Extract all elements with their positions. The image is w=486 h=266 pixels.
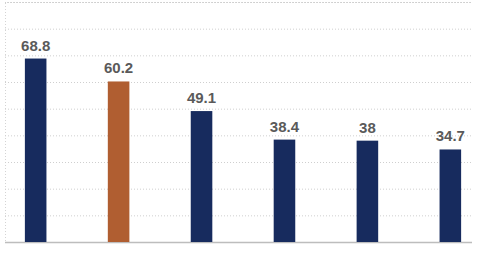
y-tick [5, 55, 472, 56]
y-tick [5, 162, 472, 163]
y-tick [5, 135, 472, 136]
data-label: 34.7 [436, 127, 465, 144]
grid-line [5, 29, 472, 30]
data-label: 38.4 [270, 118, 300, 135]
bar [274, 140, 296, 242]
bar [357, 141, 379, 242]
data-label: 68.8 [21, 37, 50, 54]
grid-line [5, 189, 472, 190]
y-tick [5, 215, 472, 216]
data-labels: 68.8 60.2 49.1 38.4 38 34.7 [21, 37, 465, 145]
data-label: 49.1 [187, 89, 216, 106]
bar [440, 149, 462, 242]
bar [191, 111, 213, 242]
y-tick [5, 82, 472, 83]
y-tick [5, 189, 472, 190]
grid-line [5, 162, 472, 163]
y-tick [5, 109, 472, 110]
y-tick [5, 242, 472, 243]
data-label: 38 [359, 119, 376, 136]
y-tick [5, 29, 472, 30]
y-axis-line [6, 3, 473, 243]
grid-line [5, 135, 472, 136]
y-tick [5, 2, 472, 3]
data-label: 60.2 [104, 59, 133, 76]
bar [108, 81, 130, 242]
bar [25, 59, 47, 242]
bars [25, 59, 461, 242]
baseline [5, 242, 472, 244]
chart: 68.8 60.2 49.1 38.4 38 34.7 [0, 0, 486, 266]
grid-line [5, 82, 472, 83]
grid-line [5, 215, 472, 216]
y-axis [5, 3, 472, 243]
grid-line [5, 55, 472, 56]
grid-line [5, 109, 472, 110]
grid-line [5, 2, 472, 3]
